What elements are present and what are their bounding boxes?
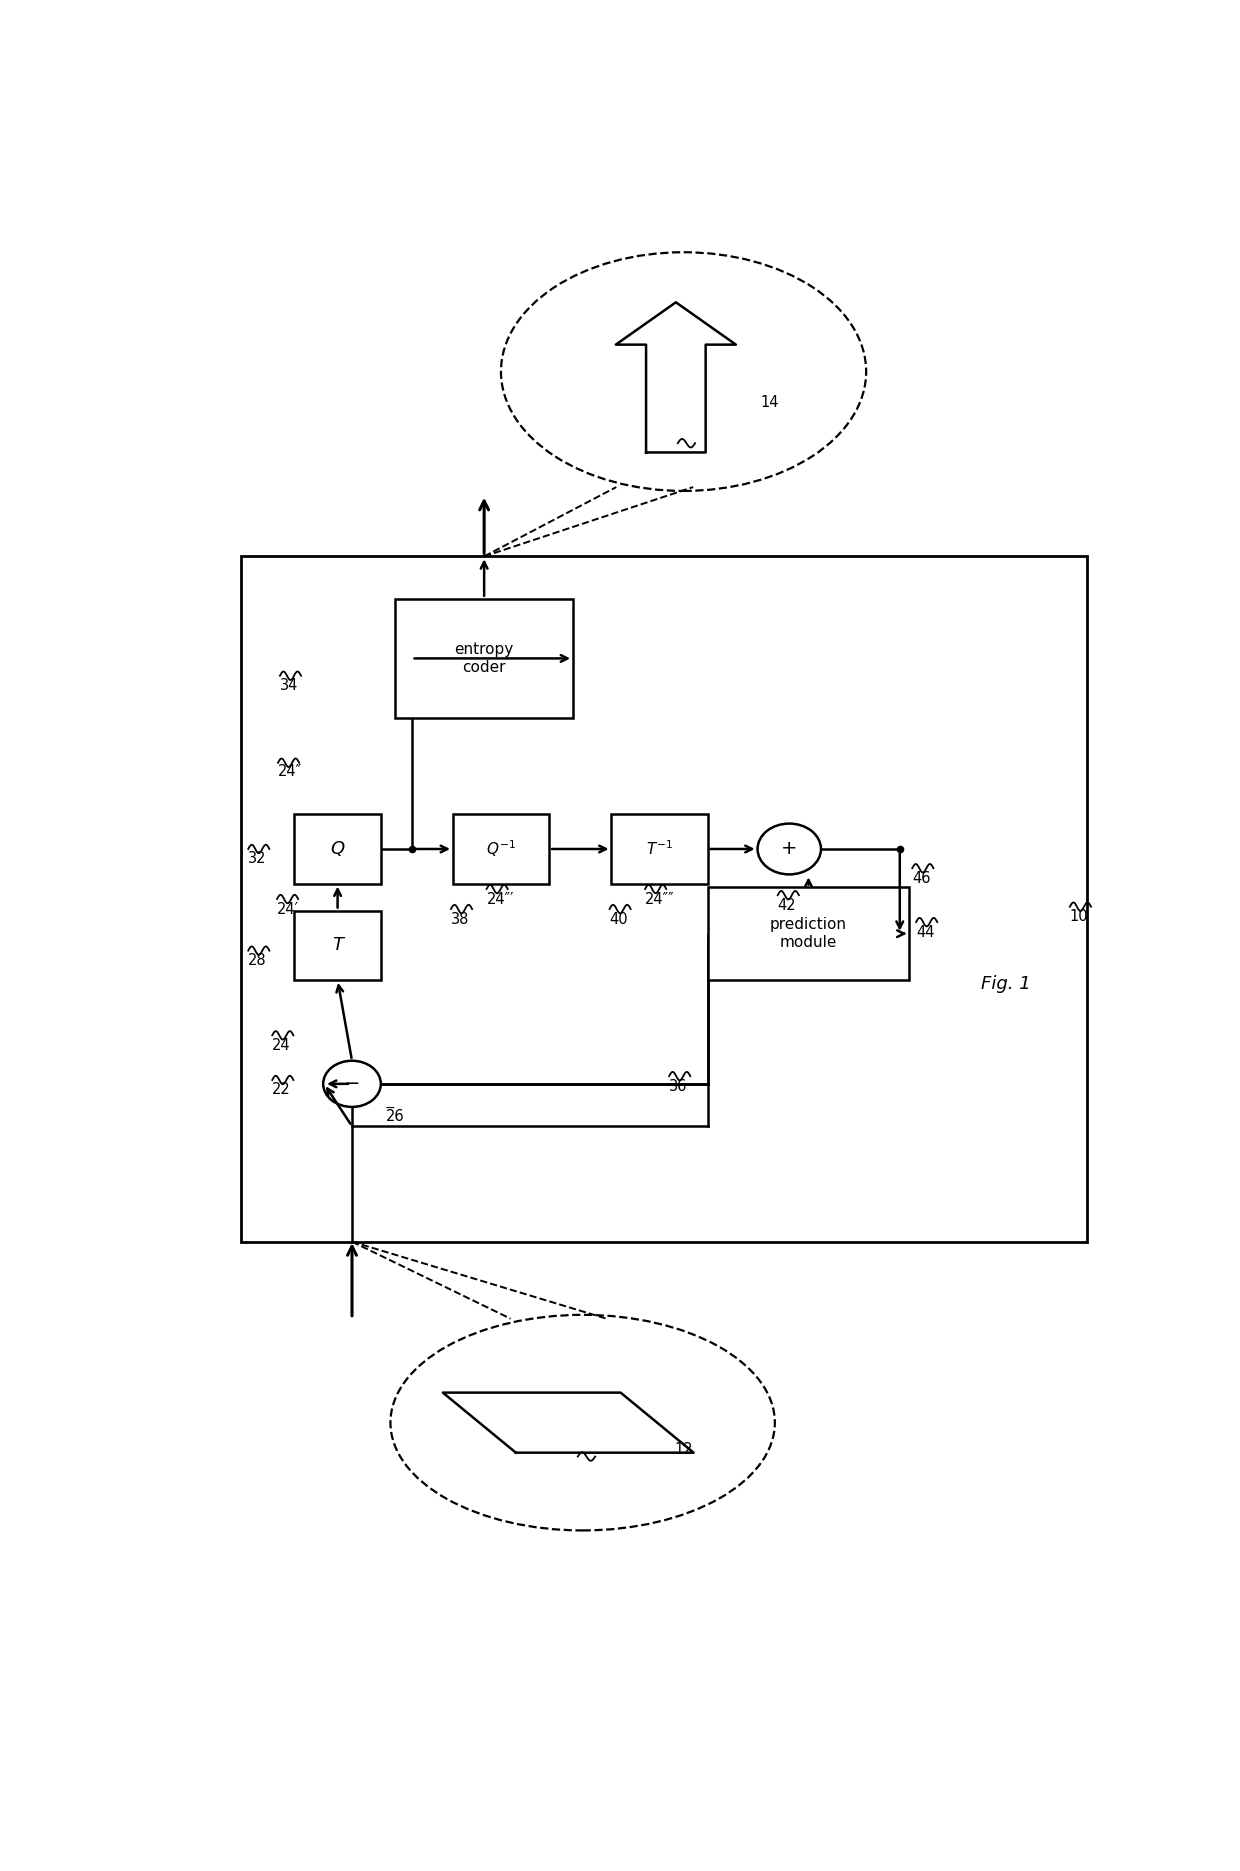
Text: prediction
module: prediction module	[770, 917, 847, 950]
Text: +: +	[781, 840, 797, 859]
Circle shape	[324, 1061, 381, 1108]
Polygon shape	[443, 1392, 693, 1452]
Bar	[396, 599, 573, 718]
Text: Fig. 1: Fig. 1	[982, 975, 1032, 994]
Text: 24″′: 24″′	[486, 892, 515, 907]
Bar	[242, 556, 1087, 1242]
Text: 24″″: 24″″	[645, 892, 675, 907]
Circle shape	[758, 823, 821, 874]
Bar	[708, 887, 909, 980]
Text: entropy
coder: entropy coder	[455, 642, 513, 675]
Text: 24′: 24′	[277, 902, 299, 917]
Text: −: −	[343, 1074, 360, 1093]
Text: 40: 40	[610, 913, 629, 928]
Text: 28: 28	[248, 952, 267, 967]
Text: 12: 12	[675, 1443, 693, 1458]
Text: 46: 46	[913, 870, 931, 885]
Text: $T^{-1}$: $T^{-1}$	[646, 840, 673, 859]
Text: 34: 34	[280, 679, 299, 694]
Text: 38: 38	[451, 913, 470, 928]
Text: 44: 44	[916, 924, 935, 939]
Text: 36: 36	[670, 1080, 687, 1095]
Text: Q: Q	[331, 840, 345, 859]
Text: 22: 22	[273, 1083, 291, 1098]
Text: −: −	[384, 1102, 396, 1115]
Text: 24: 24	[273, 1038, 291, 1053]
Ellipse shape	[391, 1315, 775, 1530]
Bar	[294, 911, 381, 980]
Ellipse shape	[501, 253, 867, 490]
Bar	[453, 814, 549, 883]
Text: 26: 26	[386, 1110, 404, 1124]
Text: 10: 10	[1070, 909, 1089, 924]
Text: 42: 42	[777, 898, 796, 913]
Text: 24″: 24″	[278, 765, 303, 780]
Bar	[294, 814, 381, 883]
Polygon shape	[616, 303, 735, 453]
Text: 14: 14	[760, 395, 779, 410]
Text: T: T	[332, 936, 343, 954]
Text: $Q^{-1}$: $Q^{-1}$	[486, 838, 516, 859]
Bar	[611, 814, 708, 883]
Text: 32: 32	[248, 851, 267, 866]
